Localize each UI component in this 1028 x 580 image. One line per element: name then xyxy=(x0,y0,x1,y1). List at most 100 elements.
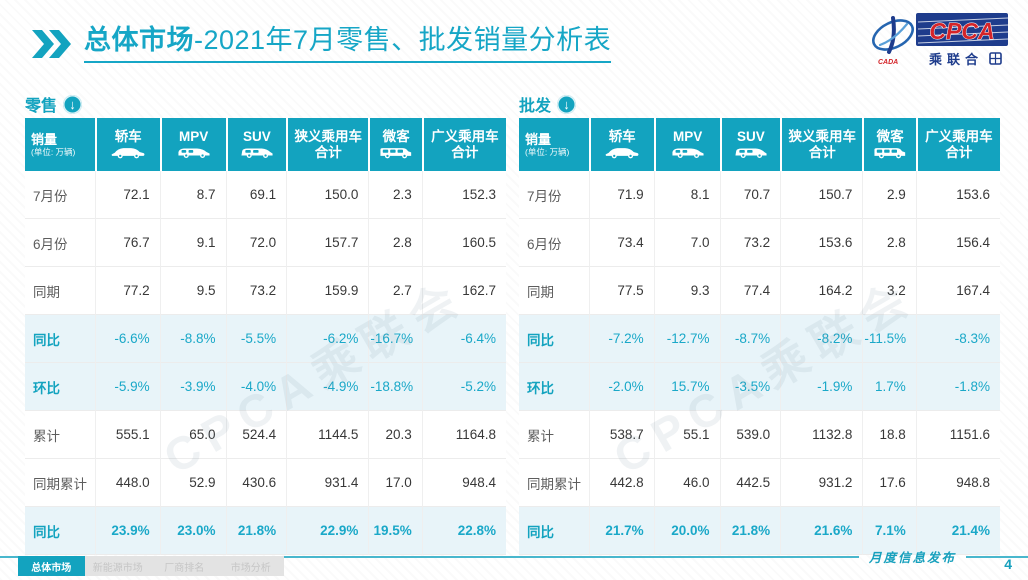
value-cell: 2.9 xyxy=(862,171,916,219)
value-cell: 76.7 xyxy=(94,219,160,267)
value-cell: -16.7% xyxy=(368,315,422,363)
value-cell: 430.6 xyxy=(225,459,287,507)
cpca-cn-name-text: 乘联合 xyxy=(928,52,983,67)
value-cell: -8.8% xyxy=(159,315,226,363)
column-header-mpv: MPV xyxy=(159,118,226,171)
value-cell: 21.7% xyxy=(588,507,654,555)
value-cell: 73.2 xyxy=(225,267,287,315)
van-icon xyxy=(370,145,421,160)
value-cell: 150.7 xyxy=(780,171,863,219)
sales-unit-label: (单位: 万辆) xyxy=(31,147,76,158)
column-label: 合计 xyxy=(945,144,973,160)
wholesale-section: 批发 ↓ 销量 (单位: 万辆) 轿车 MPV SUV 狭义乘用车 合计 微客 广义乘用车 合计 7… xyxy=(519,93,1000,555)
column-label: SUV xyxy=(242,128,271,144)
column-header-van: 微客 xyxy=(368,118,422,171)
cpca-wordmark: CPCA xyxy=(916,13,1009,46)
value-cell: 1144.5 xyxy=(286,411,369,459)
value-cell: -11.5% xyxy=(862,315,916,363)
row-label: 同期累计 xyxy=(519,459,589,507)
column-label: 合计 xyxy=(451,144,479,160)
footer-rule-left xyxy=(0,555,859,558)
row-label: 同比 xyxy=(519,315,589,363)
wholesale-title-label: 批发 xyxy=(519,98,552,115)
sales-unit-label: (单位: 万辆) xyxy=(525,147,570,158)
value-cell: 73.2 xyxy=(719,219,781,267)
table-row: 同期 77.2 9.5 73.2 159.9 2.7 162.7 xyxy=(25,267,506,315)
value-cell: 77.5 xyxy=(588,267,654,315)
tab-manufacturer-ranking[interactable]: 厂商排名 xyxy=(164,562,205,574)
row-label: 7月份 xyxy=(25,171,95,219)
value-cell: 3.2 xyxy=(862,267,916,315)
row-label: 同比 xyxy=(519,507,589,555)
value-cell: 9.3 xyxy=(653,267,720,315)
column-header-van: 微客 xyxy=(862,118,916,171)
column-header-narrow-total: 狭义乘用车 合计 xyxy=(286,118,369,171)
value-cell: 52.9 xyxy=(159,459,226,507)
row-label: 同比 xyxy=(25,507,95,555)
sales-header-cell: 销量 (单位: 万辆) xyxy=(519,118,589,171)
row-label: 环比 xyxy=(519,363,589,411)
value-cell: 21.6% xyxy=(780,507,863,555)
column-label: MPV xyxy=(178,128,209,144)
table-row: 同比 21.7% 20.0% 21.8% 21.6% 7.1% 21.4% xyxy=(519,507,1000,555)
tab-market-analysis[interactable]: 市场分析 xyxy=(230,562,271,574)
value-cell: 948.8 xyxy=(915,459,1000,507)
page-number: 4 xyxy=(1004,556,1012,572)
value-cell: 23.0% xyxy=(159,507,226,555)
cpca-emblem-icon xyxy=(872,16,914,54)
value-cell: -8.2% xyxy=(780,315,863,363)
value-cell: 65.0 xyxy=(159,411,226,459)
retail-section-title: 零售 ↓ xyxy=(25,93,506,115)
value-cell: 164.2 xyxy=(780,267,863,315)
tab-nev-market[interactable]: 新能源市场 xyxy=(92,562,143,574)
value-cell: -5.2% xyxy=(421,363,506,411)
value-cell: 20.3 xyxy=(368,411,422,459)
footer-rule: 月度信息发布 xyxy=(0,547,1028,566)
down-arrow-icon: ↓ xyxy=(63,94,83,114)
row-label: 同期 xyxy=(519,267,589,315)
column-header-sedan: 轿车 xyxy=(588,118,654,171)
value-cell: -5.9% xyxy=(94,363,160,411)
value-cell: -6.6% xyxy=(94,315,160,363)
bottom-tab-bar: 总体市场 新能源市场 厂商排名 市场分析 xyxy=(18,556,284,576)
value-cell: 159.9 xyxy=(286,267,369,315)
column-label: 狭义乘用车 xyxy=(294,128,363,144)
mpv-icon xyxy=(162,145,226,160)
value-cell: -3.5% xyxy=(719,363,781,411)
value-cell: 2.8 xyxy=(862,219,916,267)
value-cell: 70.7 xyxy=(719,171,781,219)
title-rest: -2021年7月零售、批发销量分析表 xyxy=(194,25,612,55)
value-cell: -12.7% xyxy=(653,315,720,363)
value-cell: 153.6 xyxy=(780,219,863,267)
column-header-sedan: 轿车 xyxy=(94,118,160,171)
column-label: 合计 xyxy=(314,144,342,160)
value-cell: 167.4 xyxy=(915,267,1000,315)
value-cell: 2.7 xyxy=(368,267,422,315)
table-row: 7月份 72.1 8.7 69.1 150.0 2.3 152.3 xyxy=(25,171,506,219)
value-cell: -2.0% xyxy=(588,363,654,411)
value-cell: 157.7 xyxy=(286,219,369,267)
value-cell: 1164.8 xyxy=(421,411,506,459)
value-cell: 948.4 xyxy=(421,459,506,507)
value-cell: 7.0 xyxy=(653,219,720,267)
column-header-mpv: MPV xyxy=(653,118,720,171)
value-cell: 17.6 xyxy=(862,459,916,507)
value-cell: -8.3% xyxy=(915,315,1000,363)
table-row: 同比 -6.6% -8.8% -5.5% -6.2% -16.7% -6.4% xyxy=(25,315,506,363)
value-cell: 152.3 xyxy=(421,171,506,219)
value-cell: 69.1 xyxy=(225,171,287,219)
column-label: 狭义乘用车 xyxy=(788,128,857,144)
value-cell: 448.0 xyxy=(94,459,160,507)
value-cell: -7.2% xyxy=(588,315,654,363)
tab-overall-market[interactable]: 总体市场 xyxy=(18,556,85,576)
table-row: 7月份 71.9 8.1 70.7 150.7 2.9 153.6 xyxy=(519,171,1000,219)
value-cell: -18.8% xyxy=(368,363,422,411)
column-label: MPV xyxy=(672,128,703,144)
value-cell: 1151.6 xyxy=(915,411,1000,459)
table-row: 同比 23.9% 23.0% 21.8% 22.9% 19.5% 22.8% xyxy=(25,507,506,555)
value-cell: 539.0 xyxy=(719,411,781,459)
value-cell: 77.4 xyxy=(719,267,781,315)
table-row: 环比 -2.0% 15.7% -3.5% -1.9% 1.7% -1.8% xyxy=(519,363,1000,411)
table-header-row: 销量 (单位: 万辆) 轿车 MPV SUV 狭义乘用车 合计 微客 广义乘用车 合计 xyxy=(25,118,506,171)
footer-rule-right xyxy=(966,555,1028,558)
